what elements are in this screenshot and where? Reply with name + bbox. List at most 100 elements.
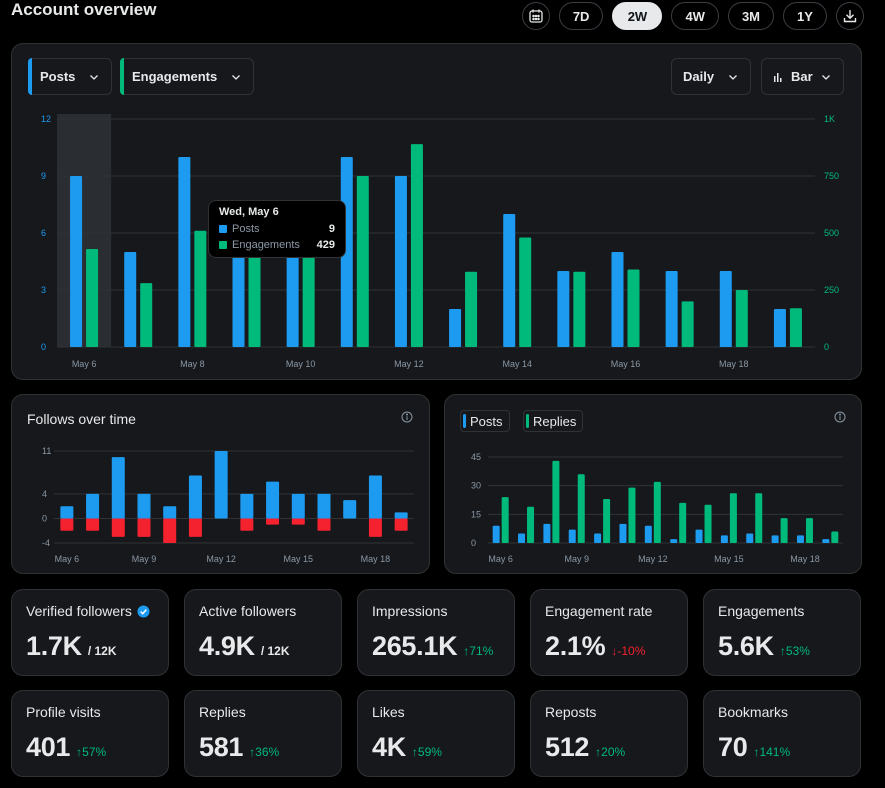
bar-engagements: [194, 230, 207, 347]
bar-follows: [291, 493, 305, 519]
stat-value: 4.9K: [199, 631, 255, 661]
info-icon[interactable]: [834, 411, 846, 423]
x-tick: May 18: [361, 554, 391, 564]
range-4w-button[interactable]: 4W: [671, 2, 719, 30]
stat-label: Reposts: [545, 704, 597, 720]
stat-card[interactable]: Bookmarks 70 ↑141%: [703, 690, 861, 777]
tooltip-swatch-a: [219, 225, 227, 233]
legend-posts-label: Posts: [470, 413, 503, 429]
bar-follows: [266, 481, 280, 519]
legend-replies[interactable]: Replies: [523, 410, 584, 432]
calendar-button[interactable]: [521, 2, 550, 30]
stat-value-row: 265.1K ↑71%: [372, 631, 493, 662]
stat-value-row: 1.7K / 12K: [26, 631, 117, 662]
bar-posts: [518, 533, 526, 543]
bar-follows: [343, 500, 357, 519]
bar-follows: [111, 457, 125, 519]
x-tick: May 12: [394, 359, 424, 369]
tooltip-swatch-b: [219, 241, 227, 249]
stat-label: Engagements: [718, 603, 805, 619]
stat-label-row: Verified followers: [26, 603, 150, 619]
bar-unfollows: [368, 518, 382, 537]
calendar-icon: [529, 9, 543, 23]
metric-a-selector[interactable]: Posts: [28, 58, 113, 95]
range-3m-button[interactable]: 3M: [727, 2, 774, 30]
legend-posts[interactable]: Posts: [460, 410, 510, 432]
bar-unfollows: [317, 518, 331, 531]
tooltip-date: Wed, May 6: [219, 206, 279, 218]
stat-value-row: 5.6K ↑53%: [718, 631, 810, 662]
bar-engagements: [410, 144, 423, 347]
bar-posts: [492, 525, 500, 543]
hover-highlight: [57, 114, 112, 347]
chart-type-selector[interactable]: Bar: [761, 58, 844, 95]
replies-card: Posts Replies 0 15 30 45 May 6 May 9 May 12 May…: [444, 394, 862, 574]
stat-card[interactable]: Replies 581 ↑36%: [184, 690, 342, 777]
metric-b-selector[interactable]: Engagements: [120, 58, 255, 95]
bar-posts: [557, 271, 570, 347]
stat-label: Likes: [372, 704, 405, 720]
bar-engagements: [735, 290, 748, 347]
stat-change: ↓-10%: [611, 644, 646, 658]
x-tick: May 12: [206, 554, 236, 564]
y-tick: 4: [42, 489, 47, 499]
info-icon[interactable]: [401, 411, 413, 423]
stat-card[interactable]: Impressions 265.1K ↑71%: [357, 589, 515, 676]
bar-posts: [665, 271, 678, 347]
bar-replies: [780, 518, 788, 543]
bar-replies: [653, 481, 661, 543]
stat-card[interactable]: Reposts 512 ↑20%: [530, 690, 688, 777]
legend-posts-color: [463, 414, 466, 428]
bar-unfollows: [291, 518, 305, 525]
bar-unfollows: [60, 518, 74, 531]
stat-label-row: Active followers: [199, 603, 296, 619]
tooltip-value-a: 9: [328, 223, 335, 235]
verified-badge-icon: [137, 604, 150, 618]
bar-follows: [317, 493, 331, 519]
bar-replies: [679, 502, 687, 543]
stat-value: 1.7K: [26, 631, 82, 661]
stat-card[interactable]: Verified followers 1.7K / 12K: [11, 589, 169, 676]
range-2w-button[interactable]: 2W: [612, 2, 663, 30]
chevron-down-icon: [232, 74, 241, 80]
bar-follows: [368, 475, 382, 519]
bar-follows: [86, 493, 100, 519]
metric-b-label: Engagements: [132, 69, 218, 84]
tooltip-label-a: Posts: [232, 223, 260, 235]
stat-value: 2.1%: [545, 631, 606, 661]
download-button[interactable]: [836, 2, 864, 30]
bar-posts: [746, 533, 754, 543]
stat-value-row: 512 ↑20%: [545, 732, 625, 763]
bar-engagements: [789, 308, 802, 347]
y-tick: 11: [42, 446, 51, 456]
interval-selector[interactable]: Daily: [671, 58, 752, 95]
stat-label-row: Likes: [372, 704, 405, 720]
bar-posts: [670, 539, 678, 543]
range-7d-button[interactable]: 7D: [558, 2, 604, 30]
stat-value: 401: [26, 732, 71, 762]
bar-unfollows: [266, 518, 280, 525]
metric-a-label: Posts: [40, 69, 76, 84]
bar-posts: [543, 523, 551, 543]
stat-label-row: Bookmarks: [718, 704, 788, 720]
bar-posts: [394, 176, 407, 347]
stat-change: ↑141%: [753, 745, 791, 759]
stat-card[interactable]: Likes 4K ↑59%: [357, 690, 515, 777]
bar-follows: [214, 451, 228, 519]
stat-label: Active followers: [199, 603, 297, 619]
stat-label: Profile visits: [26, 704, 101, 720]
replies-bar-chart: 0 15 30 45 May 6 May 9 May 12 May 15 May 18: [471, 452, 843, 564]
stat-card[interactable]: Profile visits 401 ↑57%: [11, 690, 169, 777]
y-tick: 0: [42, 513, 47, 523]
stat-label-row: Impressions: [372, 603, 447, 619]
x-tick: May 14: [502, 359, 532, 369]
stat-card[interactable]: Active followers 4.9K / 12K: [184, 589, 342, 676]
y-tick-right: 1K: [824, 114, 835, 124]
stat-card[interactable]: Engagements 5.6K ↑53%: [703, 589, 861, 676]
bar-unfollows: [111, 518, 125, 537]
range-1y-button[interactable]: 1Y: [783, 2, 827, 30]
y-tick-right: 500: [824, 228, 839, 238]
stat-change: ↑36%: [249, 745, 280, 759]
stat-card[interactable]: Engagement rate 2.1% ↓-10%: [530, 589, 688, 676]
bar-posts: [773, 309, 786, 347]
